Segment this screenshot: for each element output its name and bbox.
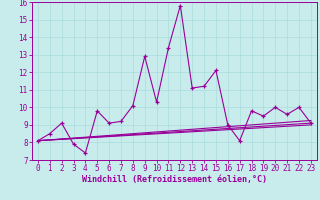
X-axis label: Windchill (Refroidissement éolien,°C): Windchill (Refroidissement éolien,°C) — [82, 175, 267, 184]
